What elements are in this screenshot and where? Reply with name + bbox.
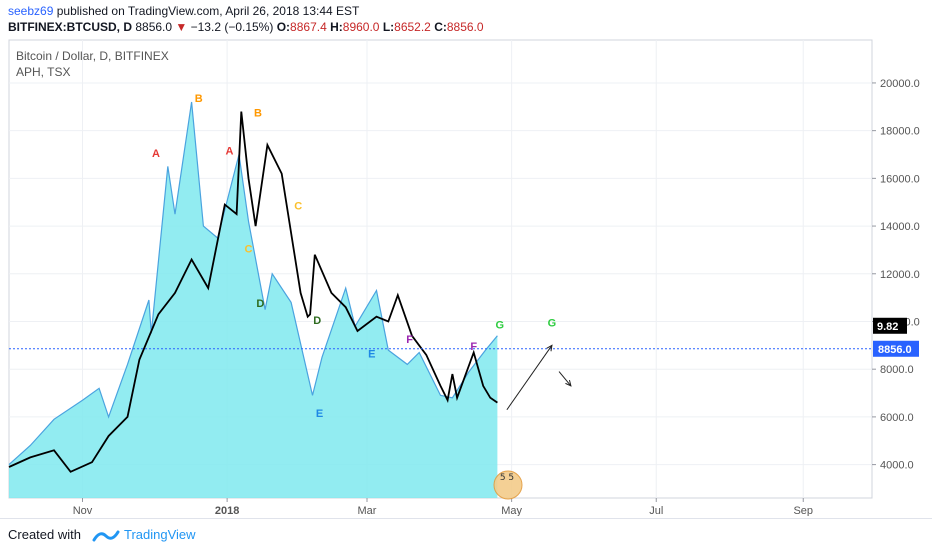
price-line: [8, 101, 498, 466]
publish-info: seebz69 published on TradingView.com, Ap…: [8, 4, 359, 18]
tradingview-brand-link[interactable]: TradingView: [124, 527, 196, 542]
symbol-quote-line: BITFINEX:BTCUSD, D 8856.0 ▼ −13.2 (−0.15…: [8, 20, 484, 34]
x-tick-label: 2018: [215, 505, 239, 516]
created-with-text: Created with: [8, 527, 81, 542]
x-tick-label: Jul: [649, 505, 663, 516]
wave-label: C: [244, 243, 252, 255]
wave-label: F: [470, 341, 477, 353]
last-price-tag-label: 8856.0: [878, 344, 912, 356]
wave-label: B: [195, 93, 203, 105]
symbol-name: BITFINEX:BTCUSD, D: [8, 20, 132, 34]
projection-down-line: [558, 371, 572, 387]
last-price: 8856.0: [135, 20, 173, 34]
legend-main: Bitcoin / Dollar, D, BITFINEX: [16, 49, 169, 63]
y-tick-label: 20000.0: [880, 78, 920, 90]
open-label: O:: [276, 20, 291, 34]
wave-label: D: [313, 315, 321, 327]
overlay-value-tag-label: 9.82: [877, 321, 898, 333]
low-label: L:: [382, 20, 395, 34]
chart-legend: Bitcoin / Dollar, D, BITFINEX APH, TSX: [16, 49, 169, 79]
arrow-head-up-icon: [546, 344, 553, 352]
projection-arrows: [506, 344, 572, 411]
event-marker[interactable]: 5 5: [493, 470, 523, 500]
high-value: 8960.0: [342, 20, 380, 34]
wave-label: C: [294, 200, 302, 212]
arrow-head-down-icon: [565, 379, 572, 387]
wave-label: D: [256, 298, 264, 310]
y-tick-label: 12000.0: [880, 269, 920, 281]
projection-up-line: [506, 345, 553, 411]
last-price-tag: [873, 340, 919, 357]
y-tick-label: 4000.0: [880, 460, 914, 472]
open-value: 8867.4: [290, 20, 327, 34]
y-axis[interactable]: 20000.018000.016000.014000.012000.010000…: [872, 78, 920, 472]
y-tick-label: 8000.0: [880, 364, 914, 376]
wave-label: F: [406, 334, 413, 346]
footer: Created with TradingView: [0, 518, 932, 551]
wave-label: A: [226, 146, 234, 158]
legend-overlay: APH, TSX: [16, 65, 70, 79]
down-arrow-icon: ▼: [175, 20, 188, 34]
price-change: −13.2 (−0.15%): [190, 20, 274, 34]
close-label: C:: [434, 20, 447, 34]
x-axis[interactable]: Nov 2018 Mar May Jul Sep: [73, 498, 813, 516]
wave-label: E: [316, 408, 323, 420]
overlay-value-tag: [873, 317, 907, 334]
x-tick-label: May: [501, 505, 522, 516]
y-tick-label: 14000.0: [880, 221, 920, 233]
overlay-line: [8, 111, 498, 473]
y-tick-label: 6000.0: [880, 412, 914, 424]
high-label: H:: [330, 20, 343, 34]
price-chart[interactable]: A B A B C C D D E E F F G G 20000.0 18000.0 16000.0 1400…: [0, 38, 932, 516]
author-link[interactable]: seebz69: [8, 4, 54, 18]
wave-label: B: [254, 107, 262, 119]
wave-label: A: [152, 148, 160, 160]
event-marker-label: 5 5: [500, 473, 514, 483]
x-tick-label: Sep: [793, 505, 813, 516]
x-tick-label: Mar: [358, 505, 377, 516]
y-tick-label: 16000.0: [880, 173, 920, 185]
low-value: 8652.2: [394, 20, 431, 34]
published-text: published on TradingView.com, April 26, …: [56, 4, 360, 18]
tradingview-logo-icon: [92, 530, 120, 542]
wave-label: G: [548, 317, 557, 329]
wave-label: E: [368, 348, 375, 360]
y-tick-label: 18000.0: [880, 126, 920, 138]
wave-label: G: [495, 320, 504, 332]
close-value: 8856.0: [446, 20, 484, 34]
event-flag-icon: [493, 470, 523, 500]
x-tick-label: Nov: [73, 505, 93, 516]
wave-labels: A B A B C C D D E E F F G G: [152, 93, 556, 420]
